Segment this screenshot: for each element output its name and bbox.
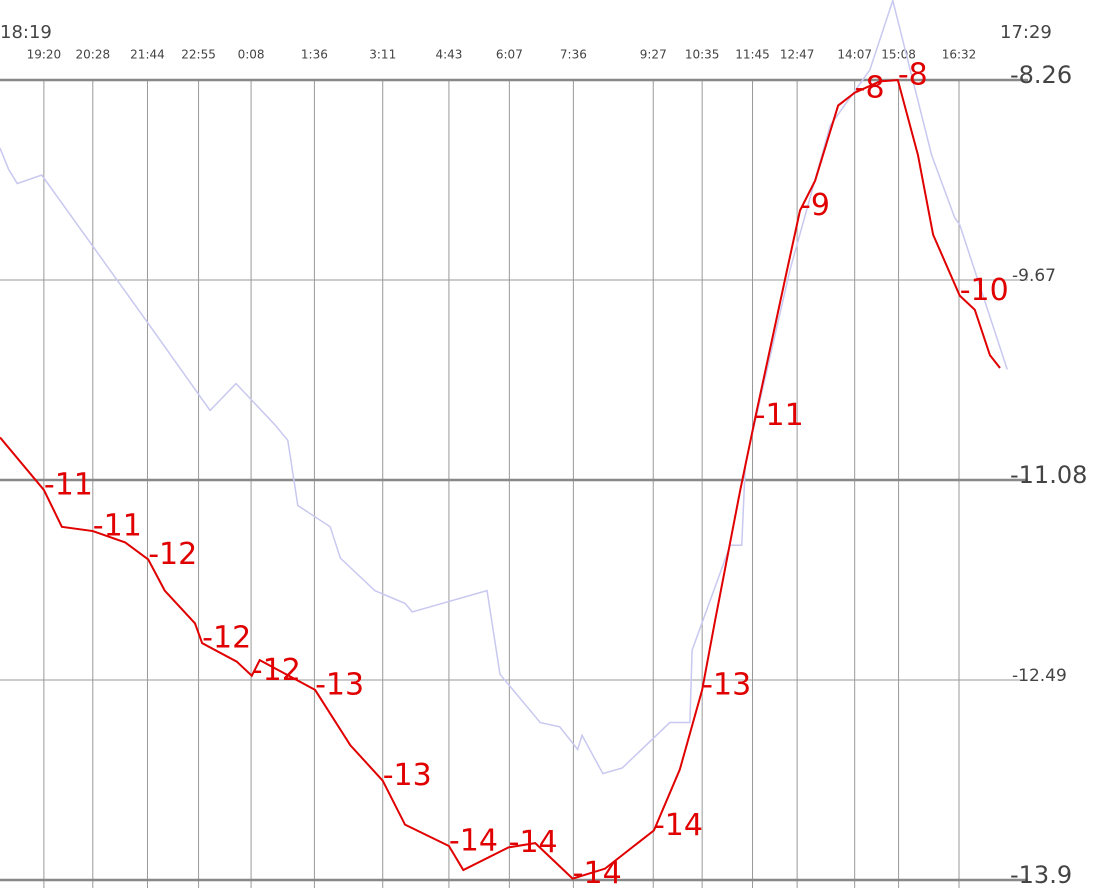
data-label: -14	[449, 823, 498, 858]
y-tick-label: -12.49	[1012, 666, 1067, 686]
x-end-label: 17:29	[1000, 22, 1052, 43]
data-label: -13	[702, 667, 751, 702]
data-label: -14	[654, 808, 703, 843]
data-label: -13	[383, 758, 432, 793]
data-label: -14	[573, 856, 622, 888]
data-label: -11	[93, 509, 142, 544]
data-label: -8	[898, 58, 928, 93]
x-tick-label: 0:08	[238, 48, 265, 62]
x-start-label: 18:19	[0, 22, 52, 43]
data-label: -11	[44, 467, 93, 502]
x-tick-label: 21:44	[130, 48, 165, 62]
y-tick-label: -13.9	[1010, 861, 1072, 888]
x-tick-label: 11:45	[735, 48, 770, 62]
x-tick-label: 20:28	[76, 48, 111, 62]
data-label: -9	[800, 188, 830, 223]
x-tick-label: 19:20	[27, 48, 62, 62]
y-tick-label: -11.08	[1010, 461, 1087, 489]
data-label: -12	[148, 537, 197, 572]
data-label: -10	[960, 273, 1009, 308]
x-tick-label: 22:55	[181, 48, 216, 62]
x-tick-label: 16:32	[942, 48, 977, 62]
data-label: -14	[509, 825, 558, 860]
data-label: -12	[202, 621, 251, 656]
x-tick-label: 3:11	[369, 48, 396, 62]
x-tick-label: 7:36	[560, 48, 587, 62]
data-label: -11	[755, 398, 804, 433]
data-line	[0, 78, 1001, 880]
data-line	[0, 0, 1008, 775]
data-label: -8	[855, 70, 885, 105]
x-tick-label: 12:47	[780, 48, 815, 62]
y-tick-label: -8.26	[1010, 61, 1072, 89]
data-label: -12	[252, 653, 301, 688]
x-tick-label: 4:43	[435, 48, 462, 62]
x-tick-label: 6:07	[496, 48, 523, 62]
x-tick-label: 10:35	[685, 48, 720, 62]
x-tick-label: 1:36	[301, 48, 328, 62]
y-tick-label: -9.67	[1012, 266, 1056, 286]
x-tick-label: 14:07	[837, 48, 872, 62]
x-tick-label: 9:27	[640, 48, 667, 62]
data-label: -13	[315, 667, 364, 702]
